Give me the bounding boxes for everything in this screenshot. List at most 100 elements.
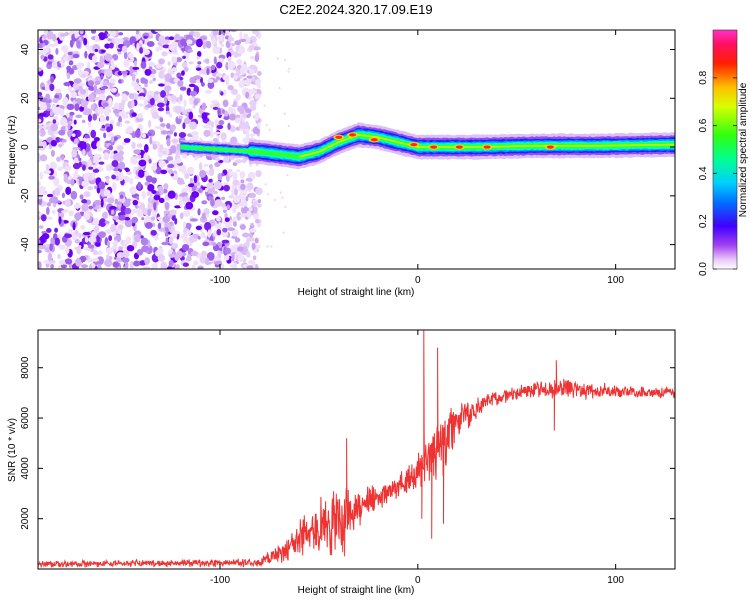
noise-speckle xyxy=(73,203,82,209)
noise-speckle xyxy=(51,104,57,114)
noise-speckle xyxy=(154,234,159,241)
noise-speckle xyxy=(146,132,152,137)
noise-speckle xyxy=(182,61,188,69)
noise-speckle xyxy=(213,56,217,65)
noise-speckle xyxy=(49,161,57,171)
spectrogram-y-axis-label: Frequency (Hz) xyxy=(7,116,18,185)
noise-speckle xyxy=(247,182,254,191)
noise-speckle xyxy=(94,185,98,190)
noise-speckle xyxy=(220,43,225,48)
noise-speckle xyxy=(130,156,138,165)
noise-speckle xyxy=(92,113,98,121)
noise-speckle xyxy=(183,117,191,125)
noise-speckle xyxy=(38,195,43,200)
noise-speckle xyxy=(122,37,130,41)
noise-speckle xyxy=(104,43,111,49)
snr-x-tick-label: -100 xyxy=(210,575,230,586)
noise-speckle xyxy=(132,199,139,206)
noise-speckle xyxy=(68,228,73,235)
noise-speckle xyxy=(71,148,78,158)
noise-speckle xyxy=(251,242,256,250)
noise-speckle xyxy=(50,123,59,132)
noise-speckle xyxy=(162,44,171,49)
noise-speckle xyxy=(136,42,140,52)
noise-speckle xyxy=(217,107,221,117)
noise-speckle xyxy=(199,35,208,41)
noise-speckle xyxy=(51,209,56,215)
noise-speckle xyxy=(39,154,48,162)
noise-speckle xyxy=(237,254,245,262)
noise-speckle xyxy=(83,37,88,46)
noise-speckle xyxy=(87,75,93,79)
noise-speckle xyxy=(252,201,258,207)
noise-speckle xyxy=(87,171,91,177)
noise-speckle xyxy=(153,194,161,201)
noise-speckle xyxy=(148,95,153,99)
noise-speckle xyxy=(87,93,95,103)
noise-speckle xyxy=(152,77,156,82)
noise-speckle xyxy=(131,216,139,224)
noise-speckle xyxy=(47,252,53,262)
noise-speckle xyxy=(223,255,230,261)
noise-speckle xyxy=(177,181,186,185)
noise-speckle xyxy=(118,172,124,182)
noise-speckle xyxy=(147,201,153,211)
noise-speckle xyxy=(141,133,147,139)
noise-speckle xyxy=(47,43,56,48)
noise-speckle xyxy=(182,122,186,130)
noise-speckle xyxy=(94,80,101,86)
noise-speckle xyxy=(201,102,207,111)
noise-speckle xyxy=(50,75,55,84)
noise-speckle xyxy=(59,108,65,117)
noise-speckle xyxy=(233,194,241,204)
noise-speckle xyxy=(76,62,83,70)
noise-speckle xyxy=(146,41,155,47)
snr-y-tick-label: 6000 xyxy=(20,406,31,429)
noise-speckle xyxy=(131,73,136,82)
noise-speckle xyxy=(228,195,235,199)
noise-speckle xyxy=(160,123,166,128)
noise-speckle xyxy=(176,143,182,151)
noise-speckle xyxy=(199,170,207,178)
noise-speckle xyxy=(74,98,83,103)
noise-speckle xyxy=(133,84,142,91)
noise-speckle xyxy=(287,124,290,128)
noise-speckle xyxy=(220,202,226,208)
noise-speckle xyxy=(230,30,238,33)
noise-speckle xyxy=(94,35,100,42)
noise-speckle xyxy=(138,95,145,100)
band-peak xyxy=(483,145,491,149)
noise-speckle xyxy=(201,250,207,258)
noise-speckle xyxy=(212,242,217,247)
noise-speckle xyxy=(38,112,47,117)
noise-speckle xyxy=(207,81,215,90)
noise-speckle xyxy=(118,32,124,36)
noise-speckle xyxy=(143,171,149,177)
noise-speckle xyxy=(130,99,135,108)
noise-speckle xyxy=(118,116,122,124)
noise-speckle xyxy=(207,78,214,84)
noise-speckle xyxy=(245,239,250,248)
noise-speckle xyxy=(193,175,198,184)
noise-speckle xyxy=(83,211,91,221)
noise-speckle xyxy=(162,215,170,223)
noise-speckle xyxy=(148,66,153,70)
noise-speckle xyxy=(53,130,60,135)
noise-speckle xyxy=(47,61,52,65)
noise-speckle xyxy=(118,246,123,251)
noise-speckle xyxy=(154,94,159,102)
noise-speckle xyxy=(197,266,203,269)
noise-speckle xyxy=(178,115,183,120)
noise-speckle xyxy=(137,154,142,160)
noise-speckle xyxy=(182,221,187,229)
noise-speckle xyxy=(162,150,167,154)
noise-speckle xyxy=(38,188,45,197)
noise-speckle xyxy=(135,30,140,35)
noise-speckle xyxy=(205,257,210,266)
noise-speckle xyxy=(216,228,222,236)
noise-speckle xyxy=(38,239,41,244)
noise-speckle xyxy=(158,70,165,79)
noise-speckle xyxy=(249,228,257,233)
snr-x-axis-label: Height of straight line (km) xyxy=(298,585,415,596)
noise-speckle xyxy=(148,158,152,164)
